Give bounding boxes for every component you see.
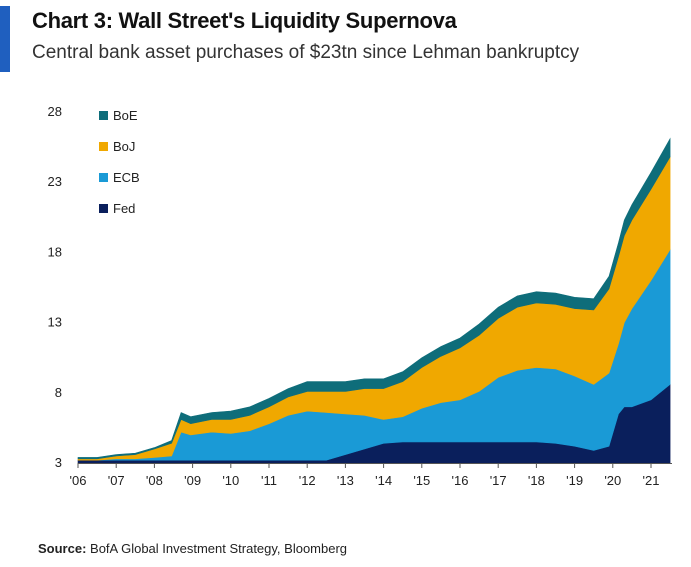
- x-tick-label: '14: [375, 473, 392, 488]
- y-tick-label-8: 8: [55, 385, 62, 400]
- legend-label-boj: BoJ: [113, 139, 135, 154]
- x-tick-label: '18: [528, 473, 545, 488]
- x-tick-label: '20: [604, 473, 621, 488]
- source-text: BofA Global Investment Strategy, Bloombe…: [86, 541, 348, 556]
- y-tick-label-18: 18: [48, 244, 62, 259]
- y-tick-label-3: 3: [55, 455, 62, 470]
- stacked-area-chart: 3 8 13 18 23 28 '06 '07 '08 '09 '10 '11 '12 '13 '14 '15…: [48, 104, 672, 488]
- legend-label-ecb: ECB: [113, 170, 140, 185]
- legend-swatch-boj: [99, 142, 108, 151]
- x-tick-label: '10: [222, 473, 239, 488]
- x-tick-label: '11: [261, 473, 277, 488]
- title-accent-bar: [0, 6, 10, 72]
- y-tick-label-23: 23: [48, 174, 62, 189]
- x-tick-label: '15: [413, 473, 430, 488]
- legend-swatch-ecb: [99, 173, 108, 182]
- chart-title: Chart 3: Wall Street's Liquidity Superno…: [32, 8, 457, 33]
- x-tick-label: '08: [146, 473, 163, 488]
- x-tick-label: '07: [108, 473, 125, 488]
- x-tick-label: '17: [490, 473, 507, 488]
- x-tick-label: '09: [184, 473, 201, 488]
- y-tick-label-13: 13: [48, 315, 62, 330]
- legend-label-boe: BoE: [113, 108, 138, 123]
- chart-subtitle: Central bank asset purchases of $23tn si…: [32, 42, 580, 63]
- area-series-boe: [77, 137, 671, 460]
- x-tick-label: '06: [70, 473, 87, 488]
- x-tick-label: '13: [337, 473, 354, 488]
- x-tick-label: '21: [643, 473, 660, 488]
- legend-label-fed: Fed: [113, 201, 135, 216]
- legend-swatch-fed: [99, 204, 108, 213]
- x-tick-label: '19: [566, 473, 583, 488]
- source-label: Source:: [38, 541, 87, 556]
- x-tick-label: '12: [299, 473, 316, 488]
- legend-swatch-boe: [99, 111, 108, 120]
- x-tick-label: '16: [452, 473, 469, 488]
- source-note: Source: BofA Global Investment Strategy,…: [38, 541, 347, 556]
- y-tick-label-28: 28: [48, 104, 62, 119]
